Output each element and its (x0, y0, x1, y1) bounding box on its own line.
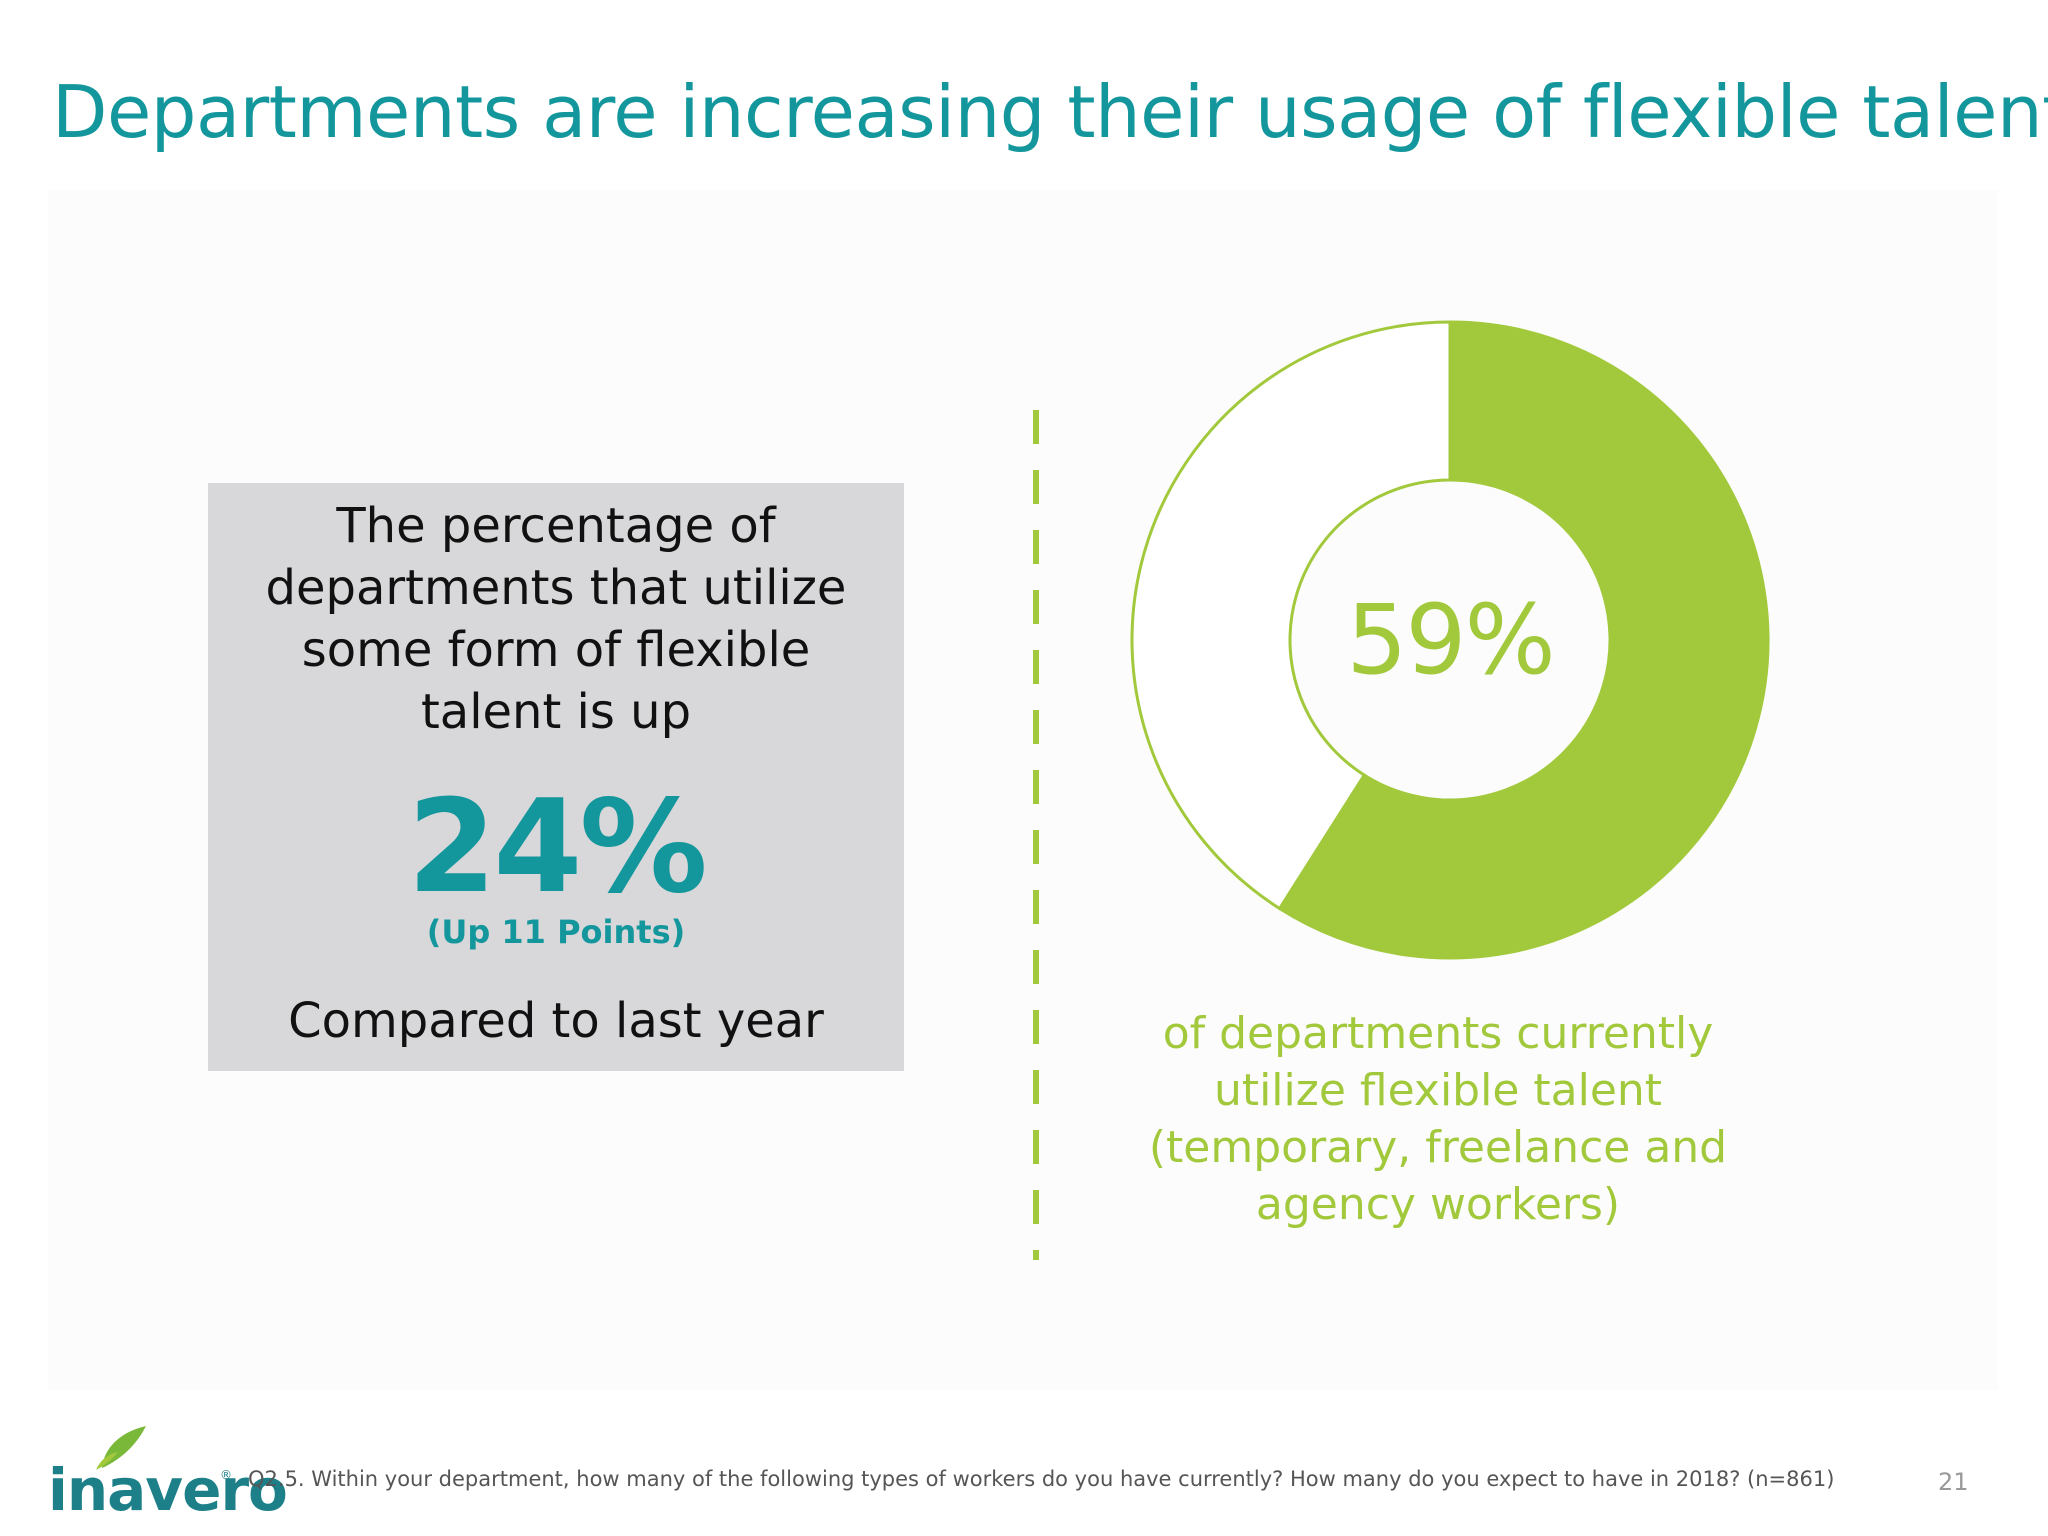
inavero-logo: inavero ® (48, 1420, 288, 1520)
stat-comparison: Compared to last year (288, 993, 824, 1049)
slide-title: Departments are increasing their usage o… (52, 70, 2048, 154)
stat-value: 24% (407, 773, 707, 922)
stat-description: The percentage of departments that utili… (265, 498, 847, 740)
dashed-divider (1033, 410, 1039, 1260)
stat-box: The percentage of departments that utili… (208, 483, 904, 1071)
stat-delta: (Up 11 Points) (426, 913, 686, 951)
logo-text: inavero (48, 1456, 288, 1524)
donut-caption: of departments currently utilize flexibl… (1148, 1008, 1728, 1230)
footnote: Q2.5. Within your department, how many o… (248, 1467, 1835, 1491)
donut-chart (1130, 320, 1770, 960)
donut-slice-filled (1277, 320, 1770, 960)
leaf-icon (96, 1426, 146, 1470)
page-number: 21 (1938, 1468, 1969, 1496)
donut-slice-remainder (1130, 320, 1452, 911)
donut-center-label: 59% (1346, 584, 1555, 696)
logo-registered-mark: ® (220, 1468, 232, 1482)
